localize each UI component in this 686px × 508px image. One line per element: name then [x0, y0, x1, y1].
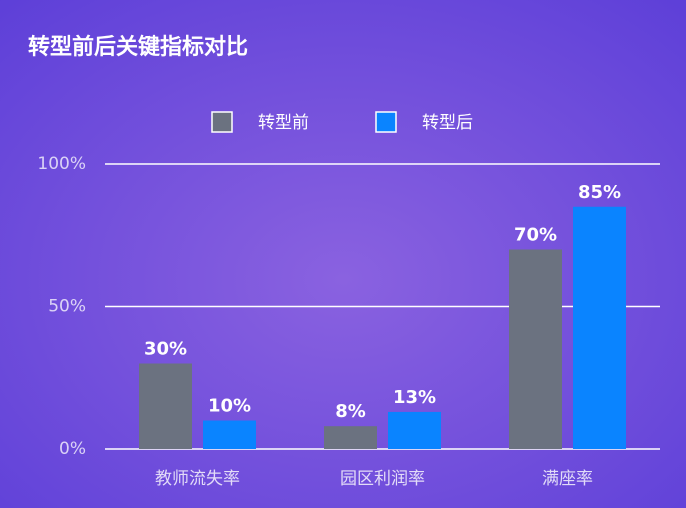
bar [509, 249, 562, 449]
data-label: 70% [514, 225, 557, 246]
y-tick-label: 0% [59, 439, 86, 459]
x-tick-label: 满座率 [542, 469, 593, 489]
y-tick-label: 50% [48, 297, 86, 317]
bar [573, 206, 626, 449]
legend-swatch [375, 111, 397, 133]
bar [203, 420, 256, 449]
bar [139, 363, 192, 449]
data-label: 8% [335, 401, 366, 422]
data-label: 85% [578, 182, 621, 203]
data-label: 30% [144, 339, 187, 360]
bar [388, 411, 441, 449]
y-tick-label: 100% [37, 154, 86, 174]
data-label: 13% [393, 387, 436, 408]
data-label: 10% [208, 396, 251, 417]
bar [324, 426, 377, 449]
chart-title: 转型前后关键指标对比 [28, 34, 248, 60]
legend-label: 转型后 [422, 113, 473, 133]
x-tick-label: 教师流失率 [155, 469, 240, 489]
x-tick-label: 园区利润率 [340, 469, 425, 489]
legend-label: 转型前 [258, 113, 309, 133]
legend-swatch [211, 111, 233, 133]
